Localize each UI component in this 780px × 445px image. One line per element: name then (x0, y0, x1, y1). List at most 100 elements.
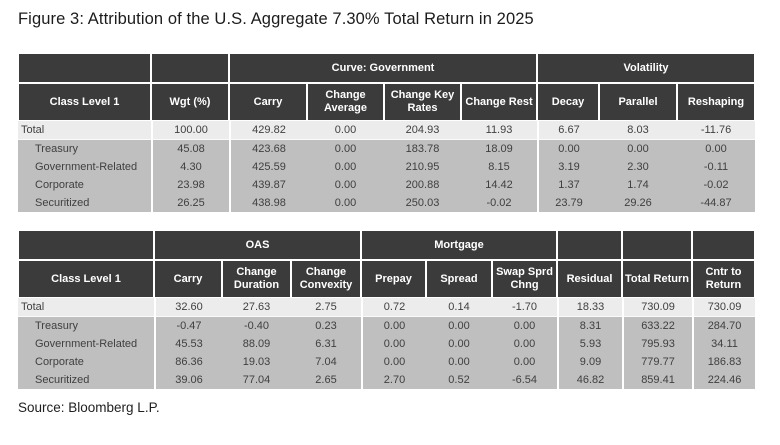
cell: -0.02 (677, 176, 756, 194)
column-header-class-level-1: Class Level 1 (18, 260, 154, 298)
cell: 6.31 (291, 335, 361, 353)
table-row: Government-Related 45.53 88.09 6.31 0.00… (18, 335, 756, 353)
column-header-change-duration: Change Duration (222, 260, 291, 298)
cell: 0.00 (537, 140, 600, 158)
cell: 0.00 (307, 176, 384, 194)
cell: -1.70 (492, 298, 558, 317)
table1-column-header-row: Class Level 1 Wgt (%) Carry Change Avera… (18, 83, 756, 121)
cell: 0.52 (426, 371, 492, 389)
cell: 5.93 (557, 335, 623, 353)
source-note: Source: Bloomberg L.P. (18, 400, 160, 415)
cell: 23.79 (537, 194, 600, 212)
row-label: Securitized (18, 194, 151, 212)
cell: 7.04 (291, 353, 361, 371)
cell: 32.60 (154, 298, 222, 317)
column-header-class-level-1: Class Level 1 (18, 83, 151, 121)
cell: 39.06 (154, 371, 222, 389)
cell: 779.77 (622, 353, 693, 371)
empty-group-cell (557, 230, 623, 260)
cell: -0.02 (461, 194, 538, 212)
cell: 18.33 (557, 298, 623, 317)
column-header-change-key-rates: Change Key Rates (384, 83, 461, 121)
cell: 204.93 (384, 121, 461, 140)
column-header-swap-sprd-chng: Swap Sprd Chng (492, 260, 558, 298)
cell: -44.87 (677, 194, 756, 212)
cell: 250.03 (384, 194, 461, 212)
column-header-change-convexity: Change Convexity (291, 260, 361, 298)
table2-column-header-row: Class Level 1 Carry Change Duration Chan… (18, 260, 756, 298)
cell: 1.74 (599, 176, 678, 194)
cell: 29.26 (599, 194, 678, 212)
cell: 46.82 (557, 371, 623, 389)
cell: 200.88 (384, 176, 461, 194)
cell: 26.25 (151, 194, 229, 212)
cell: 100.00 (151, 121, 229, 140)
cell: 0.72 (361, 298, 426, 317)
cell: 0.00 (361, 335, 426, 353)
cell: 429.82 (229, 121, 307, 140)
cell: 77.04 (222, 371, 291, 389)
row-label: Treasury (18, 317, 154, 335)
cell: 423.68 (229, 140, 307, 158)
cell: 0.00 (677, 140, 756, 158)
row-label: Government-Related (18, 335, 154, 353)
cell: 4.30 (151, 158, 229, 176)
cell: 0.00 (361, 317, 426, 335)
table-row: Government-Related 4.30 425.59 0.00 210.… (18, 158, 756, 176)
cell: 730.09 (692, 298, 756, 317)
empty-group-cell (151, 53, 229, 83)
empty-group-cell (692, 230, 756, 260)
cell: 88.09 (222, 335, 291, 353)
cell: 210.95 (384, 158, 461, 176)
table-row: Securitized 26.25 438.98 0.00 250.03 -0.… (18, 194, 756, 212)
column-header-total-return: Total Return (622, 260, 693, 298)
cell: 0.00 (426, 353, 492, 371)
row-label: Total (18, 121, 151, 140)
cell: -11.76 (677, 121, 756, 140)
attribution-table-curve-volatility: Curve: Government Volatility Class Level… (18, 53, 756, 212)
cell: 14.42 (461, 176, 538, 194)
column-header-decay: Decay (537, 83, 600, 121)
cell: 439.87 (229, 176, 307, 194)
cell: 0.00 (426, 317, 492, 335)
column-header-change-average: Change Average (307, 83, 384, 121)
cell: 45.53 (154, 335, 222, 353)
cell: -6.54 (492, 371, 558, 389)
column-header-spread: Spread (426, 260, 492, 298)
cell: 284.70 (692, 317, 756, 335)
table-row: Treasury 45.08 423.68 0.00 183.78 18.09 … (18, 140, 756, 158)
cell: 438.98 (229, 194, 307, 212)
empty-group-cell (622, 230, 693, 260)
cell: 34.11 (692, 335, 756, 353)
cell: 0.00 (307, 121, 384, 140)
empty-group-cell (18, 230, 154, 260)
cell: 730.09 (622, 298, 693, 317)
cell: 795.93 (622, 335, 693, 353)
figure-title: Figure 3: Attribution of the U.S. Aggreg… (18, 10, 534, 28)
column-header-cntr-to-return: Cntr to Return (692, 260, 756, 298)
table-row-total: Total 100.00 429.82 0.00 204.93 11.93 6.… (18, 121, 756, 140)
group-header-mortgage: Mortgage (361, 230, 558, 260)
table-row-total: Total 32.60 27.63 2.75 0.72 0.14 -1.70 1… (18, 298, 756, 317)
cell: 23.98 (151, 176, 229, 194)
cell: 633.22 (622, 317, 693, 335)
table-row: Corporate 23.98 439.87 0.00 200.88 14.42… (18, 176, 756, 194)
cell: 2.70 (361, 371, 426, 389)
column-header-carry: Carry (229, 83, 307, 121)
cell: 27.63 (222, 298, 291, 317)
cell: -0.11 (677, 158, 756, 176)
cell: 859.41 (622, 371, 693, 389)
cell: 0.00 (492, 353, 558, 371)
cell: 0.00 (426, 335, 492, 353)
table-row: Corporate 86.36 19.03 7.04 0.00 0.00 0.0… (18, 353, 756, 371)
cell: 11.93 (461, 121, 538, 140)
group-header-oas: OAS (154, 230, 361, 260)
table1-group-header-row: Curve: Government Volatility (18, 53, 756, 83)
cell: 0.00 (307, 194, 384, 212)
row-label: Treasury (18, 140, 151, 158)
column-header-wgt: Wgt (%) (151, 83, 229, 121)
cell: 183.78 (384, 140, 461, 158)
column-header-carry: Carry (154, 260, 222, 298)
cell: 6.67 (537, 121, 600, 140)
cell: -0.40 (222, 317, 291, 335)
